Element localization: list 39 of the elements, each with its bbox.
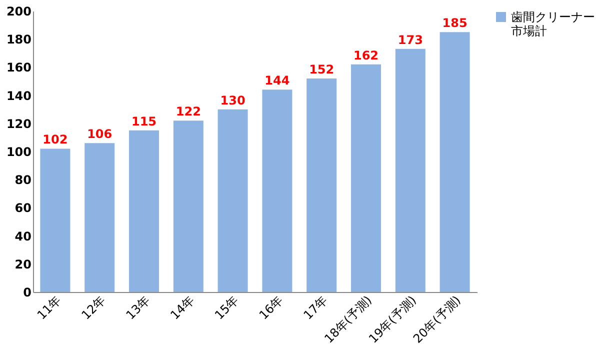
y-tick-label: 140	[6, 88, 32, 103]
y-tick-label: 0	[23, 286, 32, 300]
bar	[440, 32, 470, 292]
y-tick-label: 120	[6, 116, 32, 131]
y-tick-label: 100	[6, 145, 32, 159]
bar	[173, 120, 204, 292]
legend-label: 歯間クリーナー市場計	[511, 10, 595, 38]
y-tick-label: 180	[6, 32, 32, 47]
data-label: 130	[220, 93, 246, 108]
bar	[40, 148, 70, 292]
y-tick-label: 80	[14, 173, 32, 188]
x-tick-label: 17年	[300, 293, 330, 322]
data-label: 144	[264, 74, 290, 88]
data-label: 106	[87, 127, 112, 142]
bar	[351, 64, 381, 292]
x-tick-label: 15年	[212, 293, 242, 322]
x-tick-label: 14年	[168, 293, 197, 322]
bar	[129, 130, 159, 292]
data-label: 185	[442, 16, 468, 30]
y-tick-label: 200	[6, 4, 32, 18]
data-label: 173	[398, 32, 423, 47]
data-label: 115	[131, 114, 157, 128]
data-label: 162	[353, 48, 379, 62]
bar	[262, 90, 292, 292]
bar	[84, 143, 115, 292]
bar	[306, 78, 337, 292]
bar	[218, 109, 248, 292]
data-label: 122	[176, 104, 201, 119]
x-tick-label: 16年	[256, 293, 286, 322]
data-label: 152	[309, 62, 334, 76]
data-label: 102	[42, 132, 68, 147]
x-tick-label: 11年	[34, 293, 64, 322]
y-tick-label: 60	[14, 201, 32, 216]
bar	[395, 48, 426, 292]
x-tick-label: 13年	[123, 293, 152, 322]
y-tick-label: 20	[14, 257, 32, 272]
x-tick-label: 12年	[78, 293, 108, 322]
y-tick-label: 160	[6, 60, 32, 75]
y-tick-label: 40	[14, 229, 32, 244]
